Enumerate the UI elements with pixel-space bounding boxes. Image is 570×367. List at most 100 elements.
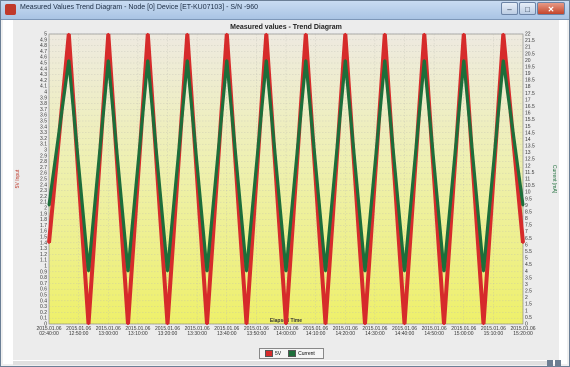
title-bar[interactable]: Measured Values Trend Diagram - Node [0]… — [1, 1, 569, 20]
y-right-tick-label: 11.5 — [525, 170, 535, 176]
close-icon: ✕ — [547, 5, 555, 14]
grid-icon[interactable] — [547, 360, 553, 366]
data-point — [126, 270, 130, 273]
horizontal-scrollbar[interactable] — [13, 361, 549, 365]
x-tick-time: 13:20:00 — [158, 331, 178, 337]
y-right-tick-label: 9 — [525, 203, 528, 209]
y-left-tick-label: 3.3 — [40, 130, 47, 136]
y-left-tick-label: 0.9 — [40, 269, 47, 275]
y-left-tick-label: 3.2 — [40, 136, 47, 142]
y-right-tick-label: 12.5 — [525, 157, 535, 163]
y-left-tick-label: 0.5 — [40, 293, 47, 299]
x-tick-time: 13:10:00 — [128, 331, 148, 337]
maximize-button[interactable]: □ — [519, 2, 536, 15]
y-right-tick-label: 21 — [525, 45, 531, 51]
data-point — [225, 32, 228, 36]
data-point — [324, 270, 327, 273]
y-right-tick-label: 1 — [525, 308, 528, 314]
y-right-tick-label: 7 — [525, 229, 528, 235]
y-left-tick-label: 1.4 — [40, 240, 47, 246]
x-tick-date: 2015.01.06 — [451, 326, 476, 332]
minimize-button[interactable]: – — [501, 2, 518, 15]
x-tick-time: 12:50:00 — [69, 331, 89, 337]
y-left-tick-label: 4 — [44, 90, 47, 96]
data-point — [205, 322, 209, 326]
y-left-tick-label: 1.7 — [40, 223, 47, 229]
y-right-tick-label: 9.5 — [525, 196, 532, 202]
status-icons — [545, 360, 561, 366]
y-right-tick-label: 7.5 — [525, 223, 532, 229]
y-left-tick-label: 0 — [44, 322, 47, 328]
data-point — [67, 59, 70, 62]
y-left-tick-label: 4.4 — [40, 66, 47, 72]
y-right-tick-label: 2 — [525, 295, 528, 301]
y-left-tick-label: 1 — [44, 264, 47, 270]
y-right-tick-label: 20.5 — [525, 51, 535, 57]
legend-item-5v[interactable]: 5V — [263, 350, 281, 357]
app-icon — [5, 4, 16, 15]
y-right-tick-label: 14 — [525, 137, 531, 143]
y-left-tick-label: 4.3 — [40, 72, 47, 78]
y-left-tick-label: 1.2 — [40, 252, 47, 258]
y-right-tick-label: 0.5 — [525, 315, 532, 321]
y-right-tick-label: 13 — [525, 150, 531, 156]
data-point — [47, 241, 51, 244]
x-tick-date: 2015.01.06 — [96, 326, 121, 332]
y-left-tick-label: 1.1 — [40, 258, 47, 264]
trend-chart[interactable]: Measured values - Trend Diagram00.10.20.… — [13, 20, 559, 360]
y-left-tick-label: 2.8 — [40, 159, 47, 165]
y-left-tick-label: 0.1 — [40, 316, 47, 322]
data-point — [363, 322, 367, 326]
close-button[interactable]: ✕ — [537, 2, 565, 15]
window-controls: – □ ✕ — [500, 2, 565, 16]
x-tick-time: 13:00:00 — [99, 331, 119, 337]
y-right-tick-label: 10 — [525, 190, 531, 196]
y-left-tick-label: 2.9 — [40, 153, 47, 159]
y-right-tick-label: 13.5 — [525, 144, 535, 150]
x-tick-time: 14:50:00 — [424, 331, 444, 337]
data-point — [324, 322, 327, 326]
legend-item-current[interactable]: Current — [286, 350, 315, 357]
x-tick-time: 14:30:00 — [365, 331, 385, 337]
x-tick-date: 2015.01.06 — [214, 326, 239, 332]
data-point — [245, 270, 248, 273]
y-right-tick-label: 4 — [525, 269, 528, 275]
data-point — [502, 32, 505, 36]
data-point — [521, 204, 525, 207]
x-tick-time: 14:40:00 — [395, 331, 415, 337]
x-tick-time: 02:40:00 — [39, 331, 59, 337]
y-left-tick-label: 0.6 — [40, 287, 47, 293]
y-left-tick-label: 2.4 — [40, 182, 47, 188]
y-right-tick-label: 16.5 — [525, 104, 535, 110]
zoom-icon[interactable] — [555, 360, 561, 366]
x-tick-date: 2015.01.06 — [303, 326, 328, 332]
x-tick-date: 2015.01.06 — [510, 326, 535, 332]
y-left-tick-label: 1.3 — [40, 246, 47, 252]
y-right-tick-label: 18.5 — [525, 78, 535, 84]
y-left-tick-label: 3.5 — [40, 119, 47, 125]
data-point — [482, 270, 485, 273]
data-point — [265, 32, 268, 36]
y-right-tick-label: 18 — [525, 84, 531, 90]
chart-legend: 5V Current — [259, 348, 324, 359]
x-tick-date: 2015.01.06 — [66, 326, 91, 332]
y-left-tick-label: 1.9 — [40, 211, 47, 217]
data-point — [186, 59, 189, 62]
chart-panel: Measured values - Trend Diagram 0 0.1 0.2 0.… — [13, 20, 559, 360]
data-point — [423, 32, 426, 36]
y-right-tick-label: 6 — [525, 242, 528, 248]
data-point — [107, 59, 110, 62]
data-point — [265, 59, 268, 62]
y-right-tick-label: 17 — [525, 97, 531, 103]
y-right-tick-label: 15.5 — [525, 117, 535, 123]
y-right-tick-label: 22 — [525, 32, 531, 38]
data-point — [225, 59, 228, 62]
x-tick-date: 2015.01.06 — [481, 326, 506, 332]
y-right-tick-label: 11 — [525, 177, 530, 183]
y-left-tick-label: 4.1 — [40, 84, 47, 90]
data-point — [442, 270, 446, 273]
legend-label-5v: 5V — [275, 350, 282, 357]
y-left-tick-label: 2.7 — [40, 165, 47, 171]
data-point — [166, 322, 169, 326]
data-point — [502, 59, 505, 62]
